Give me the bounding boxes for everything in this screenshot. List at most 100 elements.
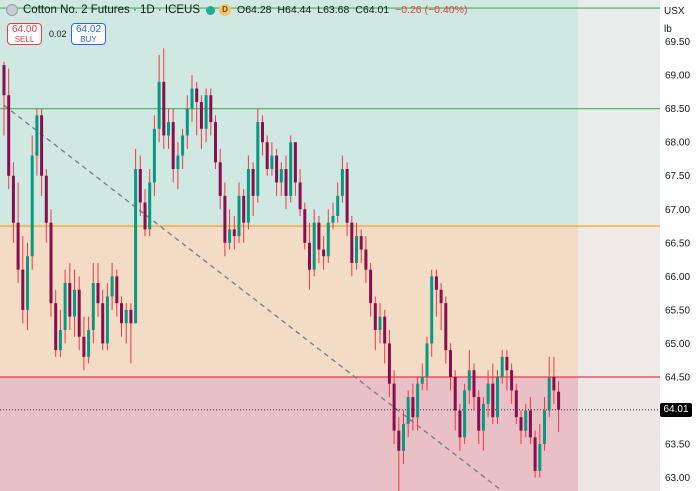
candle-body-113 — [533, 437, 537, 471]
candle-body-44 — [209, 95, 213, 123]
candle-body-11 — [54, 303, 58, 351]
candle-body-92 — [434, 276, 438, 290]
candle-body-90 — [425, 343, 429, 377]
candle-body-67 — [317, 222, 321, 250]
candle-body-74 — [350, 222, 354, 263]
candle-body-69 — [326, 222, 330, 257]
candle-body-18 — [87, 330, 91, 357]
candle-body-51 — [242, 195, 246, 223]
candle-body-96 — [453, 376, 457, 411]
y-tick-label-9: 65.00 — [665, 339, 690, 350]
market-status-icon — [206, 5, 216, 15]
candle-body-75 — [355, 236, 358, 263]
y-tick-label-2: 68.50 — [665, 104, 690, 115]
candle-body-8 — [40, 115, 44, 176]
candle-body-41 — [195, 88, 199, 102]
candle-body-78 — [369, 269, 373, 304]
candle-body-117 — [552, 376, 556, 391]
candle-body-34 — [162, 81, 166, 136]
candle-body-21 — [101, 303, 105, 344]
buy-price: 64.02 — [75, 24, 102, 35]
ohlc-low-key: L — [317, 4, 324, 16]
candle-body-65 — [308, 242, 311, 270]
candle-body-3 — [16, 222, 20, 270]
currency-selector[interactable]: USX — [664, 6, 685, 17]
candle-body-55 — [261, 122, 264, 143]
candle-body-48 — [228, 229, 232, 243]
y-tick-label-12: 63.50 — [665, 440, 690, 451]
candle-body-115 — [543, 410, 546, 445]
candle-body-101 — [477, 397, 481, 431]
candle-body-32 — [152, 128, 156, 183]
candle-body-86 — [406, 397, 410, 424]
ohlc-low-value: 63.68 — [323, 4, 350, 16]
ohlc-close-key: C — [355, 4, 363, 16]
candle-body-25 — [120, 303, 123, 324]
candle-body-17 — [82, 336, 86, 357]
candle-body-61 — [289, 142, 293, 196]
candle-body-28 — [134, 169, 138, 324]
candle-body-12 — [58, 330, 62, 351]
candle-body-6 — [30, 155, 34, 257]
zone-band-2 — [0, 226, 660, 377]
candle-body-63 — [298, 182, 302, 210]
sell-price: 64.00 — [11, 24, 38, 35]
candle-body-70 — [331, 215, 335, 223]
delayed-badge: D — [219, 4, 232, 16]
candle-body-108 — [510, 370, 514, 391]
candle-body-49 — [232, 229, 236, 237]
candle-body-23 — [110, 276, 114, 297]
candle-body-54 — [256, 122, 260, 196]
unit-selector[interactable]: lb — [664, 24, 672, 35]
sell-button[interactable]: 64.00 SELL — [7, 23, 42, 45]
candle-body-59 — [279, 169, 283, 183]
right-margin-shade — [578, 0, 660, 491]
buy-button[interactable]: 64.02 BUY — [71, 23, 106, 45]
candle-body-111 — [524, 410, 528, 431]
trend-line — [3, 104, 503, 491]
candle-body-46 — [218, 162, 222, 196]
candle-body-116 — [547, 376, 551, 411]
candle-body-64 — [303, 209, 307, 243]
candle-body-94 — [444, 303, 448, 351]
candle-body-0 — [2, 65, 6, 96]
sell-label: SELL — [14, 35, 35, 44]
candle-body-40 — [190, 88, 194, 109]
ohlc-high-value: 64.44 — [285, 4, 312, 16]
candle-body-1 — [7, 95, 11, 176]
candle-body-104 — [491, 383, 495, 418]
candle-body-112 — [528, 410, 532, 438]
zone-band-3 — [0, 376, 660, 491]
zone-band-1 — [0, 108, 660, 227]
candle-body-91 — [430, 276, 434, 344]
candle-body-81 — [383, 316, 387, 344]
y-tick-label-0: 69.50 — [665, 37, 690, 48]
candle-body-5 — [26, 256, 29, 310]
candle-body-15 — [73, 289, 76, 317]
candle-body-37 — [176, 155, 180, 170]
candle-body-7 — [35, 115, 39, 156]
candle-body-36 — [171, 122, 175, 170]
candle-body-82 — [387, 343, 391, 384]
y-tick-label-13: 63.00 — [665, 473, 690, 484]
y-tick-label-4: 67.50 — [665, 171, 690, 182]
candle-body-33 — [157, 81, 161, 129]
chart-header: Cotton No. 2 Futures · 1D · ICEUS D O64.… — [0, 0, 467, 20]
candle-body-62 — [293, 142, 297, 183]
candle-body-20 — [96, 283, 100, 304]
candle-body-89 — [420, 376, 424, 384]
candle-body-110 — [519, 417, 523, 431]
symbol-title[interactable]: Cotton No. 2 Futures · 1D · ICEUS — [23, 4, 201, 16]
candle-body-103 — [486, 383, 490, 404]
candle-body-56 — [265, 142, 269, 170]
candle-body-85 — [402, 423, 405, 451]
ohlc-high-key: H — [277, 4, 286, 16]
candle-body-95 — [449, 350, 452, 377]
candle-body-84 — [397, 430, 401, 451]
candle-body-43 — [204, 95, 208, 129]
candle-body-10 — [49, 222, 53, 304]
candle-body-52 — [246, 169, 250, 223]
candle-body-57 — [270, 155, 274, 170]
candle-body-2 — [11, 175, 15, 223]
